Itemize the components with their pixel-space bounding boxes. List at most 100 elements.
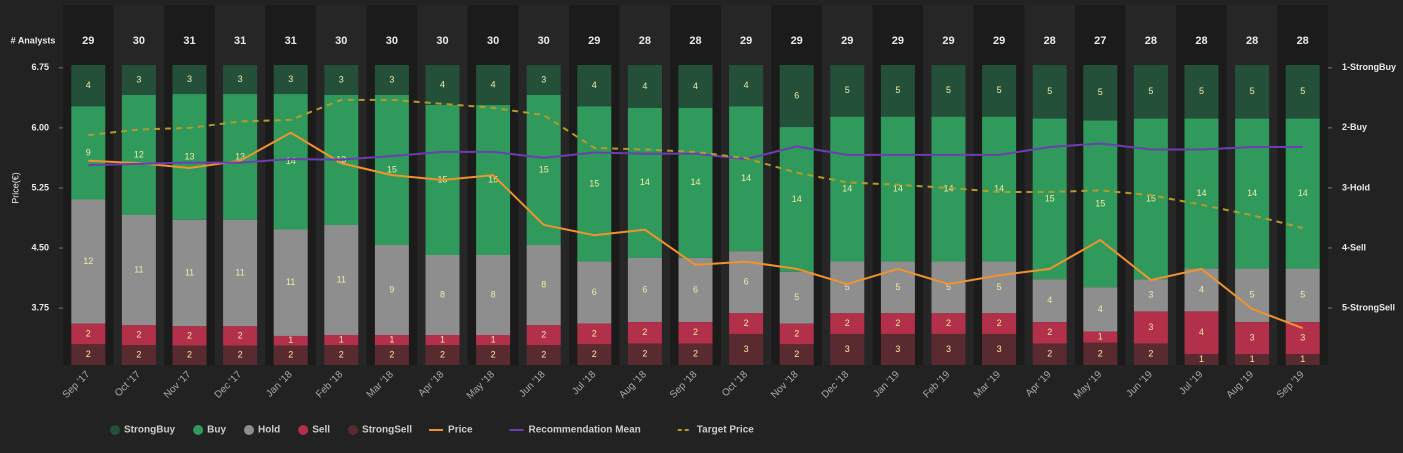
- segment-label: 5: [895, 85, 900, 95]
- segment-label: 4: [744, 80, 749, 90]
- legend-label: Price: [448, 425, 473, 436]
- y-tick-label: 3.75: [31, 302, 49, 312]
- segment-label: 15: [387, 164, 397, 174]
- analyst-count: 30: [487, 35, 499, 47]
- bar-segment: [1133, 65, 1168, 119]
- segment-label: 15: [589, 178, 599, 188]
- bar-segment: [880, 116, 915, 262]
- segment-label: 2: [491, 349, 496, 359]
- segment-label: 4: [693, 81, 698, 91]
- segment-label: 2: [946, 318, 951, 328]
- segment-label: 3: [187, 74, 192, 84]
- bar-segment: [121, 65, 156, 95]
- segment-label: 15: [539, 164, 549, 174]
- bar-segment: [1032, 279, 1067, 323]
- segment-label: 4: [642, 81, 647, 91]
- segment-label: 11: [235, 267, 244, 277]
- bar-segment: [1133, 311, 1168, 344]
- bar-segment: [1184, 354, 1219, 365]
- bar-segment: [476, 345, 511, 365]
- analyst-count: 29: [791, 35, 803, 47]
- segment-label: 8: [440, 289, 445, 299]
- segment-label: 3: [1148, 322, 1153, 332]
- bar-segment: [678, 343, 713, 365]
- analyst-count: 28: [639, 35, 651, 47]
- segment-label: 5: [895, 282, 900, 292]
- bar-segment: [678, 65, 713, 108]
- bar-segment: [71, 344, 106, 365]
- bar-segment: [273, 65, 308, 95]
- bar-segment: [627, 322, 662, 344]
- segment-label: 3: [541, 74, 546, 84]
- segment-label: 5: [1250, 86, 1255, 96]
- bar-segment: [1285, 65, 1320, 119]
- bar-segment: [172, 94, 207, 220]
- bar-segment: [729, 313, 764, 334]
- line: [88, 98, 1303, 229]
- bar-segment: [982, 65, 1017, 117]
- segment-label: 14: [286, 156, 296, 166]
- segment-label: 5: [997, 85, 1002, 95]
- analyst-count: 29: [740, 35, 752, 47]
- segment-label: 14: [1298, 188, 1308, 198]
- segment-label: 4: [86, 80, 91, 90]
- y-axis-label: Price(€): [10, 172, 20, 204]
- bar-segment: [1285, 354, 1320, 365]
- bar-segment: [1133, 343, 1168, 365]
- segment-label: 3: [339, 74, 344, 84]
- bar-segment: [476, 335, 511, 345]
- segment-label: 3: [136, 74, 141, 84]
- bar-segment: [729, 106, 764, 252]
- analyst-count: 28: [689, 35, 701, 47]
- segment-label: 1: [1300, 354, 1305, 364]
- legend-label: StrongSell: [362, 425, 412, 436]
- bar-segment: [982, 313, 1017, 334]
- bar-segment: [1083, 65, 1118, 121]
- bar-segment: [931, 313, 966, 334]
- bar-segment: [1184, 118, 1219, 269]
- bar-segment: [273, 345, 308, 365]
- segment-label: 8: [541, 279, 546, 289]
- segment-label: 2: [794, 328, 799, 338]
- segment-label: 6: [592, 287, 597, 297]
- bar-segment: [830, 333, 865, 365]
- bar-segment: [1032, 343, 1067, 365]
- segment-label: 2: [288, 350, 293, 360]
- legend-swatch: [298, 425, 309, 435]
- bar-segment: [121, 325, 156, 345]
- segment-label: 9: [389, 284, 394, 294]
- y-tick-label: 4.50: [31, 242, 49, 252]
- segment-label: 9: [86, 147, 91, 157]
- bar-segment: [425, 65, 460, 105]
- bar-segment: [1235, 322, 1270, 355]
- legend-label: Buy: [207, 425, 226, 436]
- bar-segment: [779, 323, 814, 345]
- bar-segment: [627, 65, 662, 108]
- segment-label: 14: [842, 184, 852, 194]
- bar-segment: [476, 105, 511, 255]
- analyst-count: 27: [1094, 35, 1106, 47]
- y2-tick-label: 5-StrongSell: [1342, 302, 1395, 312]
- bar-segment: [729, 65, 764, 107]
- bar-segment: [273, 94, 308, 230]
- segment-label: 11: [337, 274, 346, 284]
- bar-segment: [1235, 354, 1270, 365]
- analyst-count: 31: [234, 35, 246, 47]
- analyst-count: 30: [335, 35, 347, 47]
- bar-segment: [324, 345, 359, 365]
- legend-swatch: [244, 425, 255, 435]
- segment-label: 8: [491, 289, 496, 299]
- segment-label: 2: [389, 349, 394, 359]
- analyst-count: 30: [133, 35, 145, 47]
- analyst-count: 29: [588, 35, 600, 47]
- bar-segment: [931, 333, 966, 365]
- segment-label: 3: [288, 74, 293, 84]
- segment-label: 1: [1199, 354, 1204, 364]
- bar-segment: [1184, 311, 1219, 355]
- analyst-count: 28: [1044, 35, 1056, 47]
- bar-segment: [526, 65, 561, 95]
- bar-segment: [223, 345, 258, 365]
- bar-segment: [223, 326, 258, 346]
- bar-segment: [577, 323, 612, 345]
- count-label: # Analysts: [11, 35, 56, 45]
